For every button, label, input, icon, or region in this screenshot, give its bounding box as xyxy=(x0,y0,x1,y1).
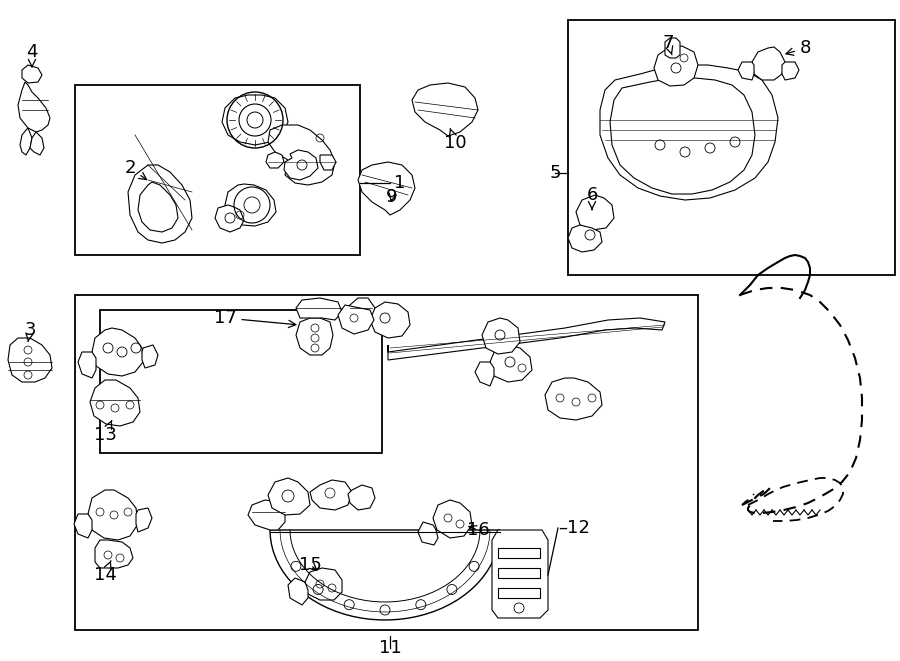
Polygon shape xyxy=(74,514,92,538)
Polygon shape xyxy=(8,338,52,382)
Polygon shape xyxy=(576,195,614,230)
Polygon shape xyxy=(568,225,602,252)
Polygon shape xyxy=(412,83,478,136)
Polygon shape xyxy=(665,38,680,58)
Text: 9: 9 xyxy=(386,188,398,206)
Polygon shape xyxy=(222,95,288,145)
Polygon shape xyxy=(225,184,276,226)
Text: 4: 4 xyxy=(26,43,38,67)
Text: 7: 7 xyxy=(662,34,674,55)
Text: 15: 15 xyxy=(299,556,322,574)
Text: 5: 5 xyxy=(549,164,561,182)
Polygon shape xyxy=(136,508,152,532)
Text: 16: 16 xyxy=(466,521,490,539)
Polygon shape xyxy=(782,62,799,80)
Polygon shape xyxy=(338,305,374,334)
Polygon shape xyxy=(610,78,755,194)
Polygon shape xyxy=(654,46,698,86)
Polygon shape xyxy=(600,65,778,200)
Polygon shape xyxy=(475,362,494,386)
Polygon shape xyxy=(498,568,540,578)
Polygon shape xyxy=(433,500,472,538)
Polygon shape xyxy=(95,540,133,568)
Polygon shape xyxy=(288,578,308,605)
Polygon shape xyxy=(270,530,500,620)
Polygon shape xyxy=(418,522,438,545)
Text: 14: 14 xyxy=(94,561,116,584)
Polygon shape xyxy=(358,162,415,215)
Polygon shape xyxy=(342,298,375,325)
Polygon shape xyxy=(268,478,310,515)
Polygon shape xyxy=(128,165,192,243)
Polygon shape xyxy=(296,298,342,320)
Polygon shape xyxy=(88,490,138,540)
Polygon shape xyxy=(490,345,532,382)
Text: 10: 10 xyxy=(444,128,466,152)
Polygon shape xyxy=(78,352,96,378)
Polygon shape xyxy=(482,318,520,354)
Polygon shape xyxy=(388,318,665,360)
Polygon shape xyxy=(492,530,548,618)
Polygon shape xyxy=(266,152,284,168)
Text: 13: 13 xyxy=(94,420,116,444)
Text: 6: 6 xyxy=(586,186,598,210)
Polygon shape xyxy=(498,588,540,598)
Text: 17: 17 xyxy=(213,309,296,328)
Polygon shape xyxy=(248,500,285,530)
Bar xyxy=(568,20,895,275)
Text: 8: 8 xyxy=(786,39,812,57)
Bar xyxy=(75,85,360,255)
Text: 1: 1 xyxy=(394,174,406,192)
Polygon shape xyxy=(348,485,375,510)
Polygon shape xyxy=(142,345,158,368)
Bar xyxy=(100,310,382,453)
Polygon shape xyxy=(738,62,754,80)
Polygon shape xyxy=(545,378,602,420)
Text: 2: 2 xyxy=(124,159,147,180)
Polygon shape xyxy=(284,150,318,180)
Polygon shape xyxy=(310,480,352,510)
Text: 11: 11 xyxy=(379,639,401,657)
Polygon shape xyxy=(296,318,333,355)
Polygon shape xyxy=(268,125,335,185)
Polygon shape xyxy=(22,65,42,83)
Polygon shape xyxy=(370,302,410,338)
Text: –12: –12 xyxy=(558,519,590,537)
Polygon shape xyxy=(498,548,540,558)
Polygon shape xyxy=(138,182,178,232)
Polygon shape xyxy=(90,380,140,426)
Text: 3: 3 xyxy=(24,321,36,342)
Polygon shape xyxy=(320,155,336,170)
Polygon shape xyxy=(20,128,32,155)
Polygon shape xyxy=(30,132,44,155)
Polygon shape xyxy=(18,82,50,132)
Bar xyxy=(75,295,698,630)
Polygon shape xyxy=(215,205,244,232)
Polygon shape xyxy=(92,328,143,376)
Polygon shape xyxy=(752,47,785,80)
Polygon shape xyxy=(305,568,342,600)
